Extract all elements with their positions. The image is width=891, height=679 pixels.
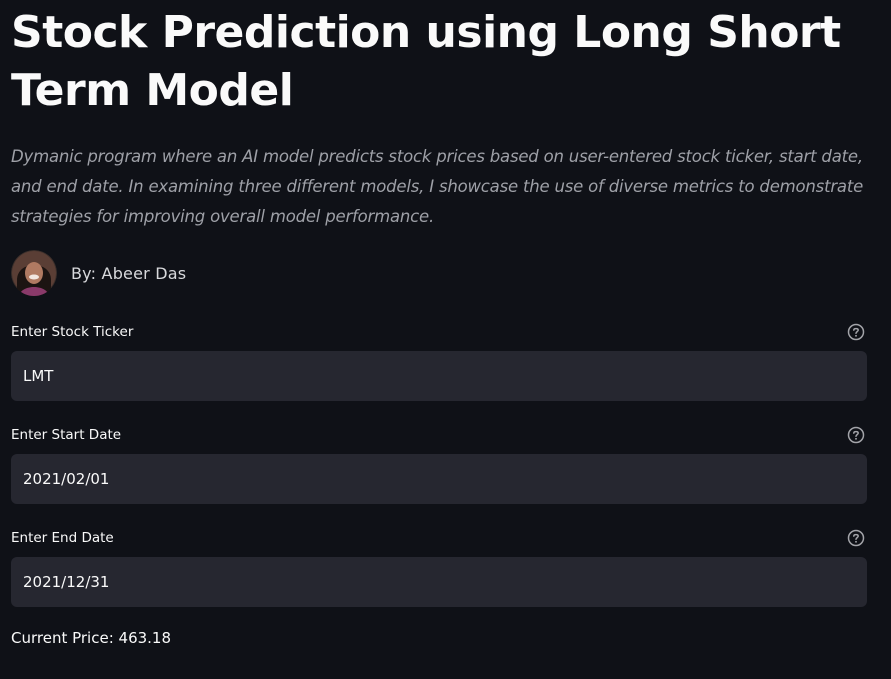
- help-icon[interactable]: [847, 323, 865, 341]
- author-row: By: Abeer Das: [11, 248, 867, 298]
- stock-ticker-label: Enter Stock Ticker: [11, 324, 134, 340]
- end-date-field: Enter End Date: [11, 526, 867, 607]
- help-icon[interactable]: [847, 426, 865, 444]
- author-avatar: [11, 250, 57, 296]
- current-price-text: Current Price: 463.18: [11, 629, 172, 647]
- end-date-input[interactable]: [11, 557, 867, 607]
- stock-ticker-field: Enter Stock Ticker: [11, 320, 867, 401]
- end-date-label: Enter End Date: [11, 530, 114, 546]
- avatar-photo-icon: [11, 250, 57, 296]
- help-icon[interactable]: [847, 529, 865, 547]
- author-byline: By: Abeer Das: [71, 263, 187, 283]
- start-date-field: Enter Start Date: [11, 423, 867, 504]
- start-date-input[interactable]: [11, 454, 867, 504]
- page-title: Stock Prediction using Long Short Term M…: [11, 7, 841, 116]
- start-date-label: Enter Start Date: [11, 427, 122, 443]
- page-description: Dymanic program where an AI model predic…: [11, 147, 864, 226]
- stock-ticker-input[interactable]: [11, 351, 867, 401]
